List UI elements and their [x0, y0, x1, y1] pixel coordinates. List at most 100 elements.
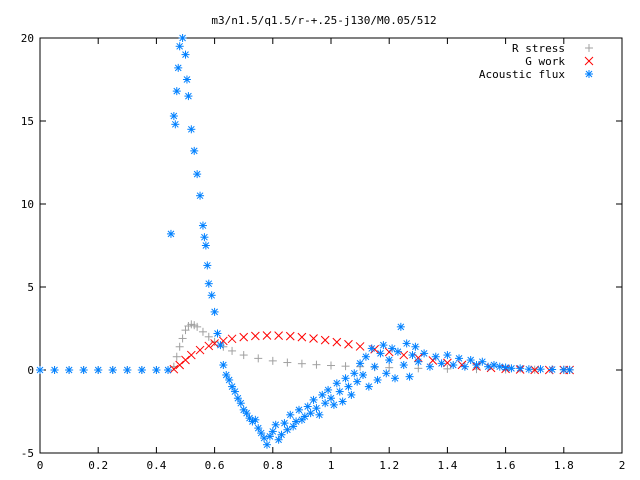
data-point — [268, 356, 277, 365]
legend-marker — [585, 70, 593, 78]
x-tick-label: 0.2 — [88, 459, 108, 472]
data-point — [251, 415, 260, 424]
data-point — [309, 395, 318, 404]
data-point — [225, 375, 234, 384]
data-point — [196, 191, 205, 200]
data-point — [364, 382, 373, 391]
data-point — [449, 361, 458, 370]
plot-area — [36, 34, 574, 449]
data-point — [182, 75, 191, 84]
data-point — [431, 352, 440, 361]
data-point — [216, 341, 225, 350]
data-point — [250, 331, 260, 341]
y-tick-label: 5 — [27, 281, 34, 294]
data-point — [181, 50, 190, 59]
legend-marker — [585, 44, 593, 52]
data-point — [536, 365, 545, 374]
data-point — [466, 356, 475, 365]
data-point — [300, 412, 309, 421]
data-point — [254, 354, 263, 363]
data-point — [312, 404, 321, 413]
data-point — [495, 362, 504, 371]
data-point — [262, 331, 272, 340]
data-point — [391, 374, 400, 383]
x-tick-label: 0.6 — [205, 459, 225, 472]
x-tick-label: 1.2 — [379, 459, 399, 472]
data-point — [265, 432, 274, 441]
data-point — [204, 332, 213, 341]
data-point — [367, 344, 376, 353]
data-point — [332, 337, 342, 347]
data-point — [309, 334, 318, 343]
data-point — [402, 339, 411, 348]
data-point — [292, 417, 301, 426]
y-tick-label: 10 — [21, 198, 34, 211]
data-point — [306, 409, 315, 418]
data-point — [329, 400, 338, 409]
data-point — [455, 354, 464, 363]
data-point — [200, 233, 209, 242]
data-point — [187, 125, 196, 134]
data-point — [414, 357, 423, 366]
x-tick-label: 1 — [328, 459, 335, 472]
y-tick-label: 20 — [21, 32, 34, 45]
data-point — [123, 366, 132, 374]
data-point — [268, 427, 277, 436]
data-point — [283, 425, 292, 434]
data-point — [204, 341, 214, 351]
legend-entry-label: G work — [525, 55, 565, 68]
data-point — [152, 366, 161, 374]
data-point — [297, 359, 306, 368]
data-point — [193, 322, 202, 331]
data-point — [274, 331, 283, 340]
data-point — [175, 42, 184, 51]
data-point — [236, 399, 245, 408]
y-tick-label: 0 — [27, 364, 34, 377]
data-point — [171, 120, 180, 129]
data-point — [489, 361, 498, 370]
data-point — [460, 362, 469, 371]
data-point — [219, 361, 228, 370]
data-point — [353, 377, 362, 386]
data-point — [210, 337, 219, 346]
data-point — [420, 349, 429, 358]
data-point — [193, 170, 202, 179]
data-point — [210, 339, 219, 348]
data-point — [239, 351, 248, 360]
data-point — [204, 279, 213, 288]
series-acoustic-flux — [36, 34, 574, 449]
data-point — [242, 409, 251, 418]
data-point — [379, 341, 388, 350]
y-tick-label: 15 — [21, 115, 34, 128]
data-point — [239, 332, 249, 342]
x-tick-label: 1.8 — [554, 459, 574, 472]
data-point — [213, 329, 222, 338]
data-point — [169, 112, 178, 121]
data-point — [312, 360, 321, 369]
data-point — [341, 374, 350, 383]
data-point — [396, 322, 405, 331]
data-point — [190, 146, 199, 155]
data-point — [262, 440, 271, 449]
data-point — [285, 331, 295, 341]
data-point — [172, 352, 181, 361]
data-point — [382, 369, 391, 378]
x-tick-label: 0.8 — [263, 459, 283, 472]
data-point — [198, 221, 207, 230]
legend-entry-label: Acoustic flux — [479, 68, 565, 81]
legend-marker — [584, 56, 594, 66]
data-point — [207, 291, 216, 300]
data-point — [289, 422, 298, 431]
data-point — [335, 387, 344, 396]
data-point — [174, 63, 183, 72]
data-point — [350, 369, 359, 378]
data-point — [478, 357, 487, 366]
data-point — [286, 410, 295, 419]
data-point — [507, 364, 516, 373]
data-point — [79, 366, 88, 374]
data-point — [347, 390, 356, 399]
data-point — [324, 385, 333, 394]
chart-title: m3/n1.5/q1.5/r-+.25-j130/M0.05/512 — [211, 14, 436, 27]
data-point — [376, 349, 385, 358]
